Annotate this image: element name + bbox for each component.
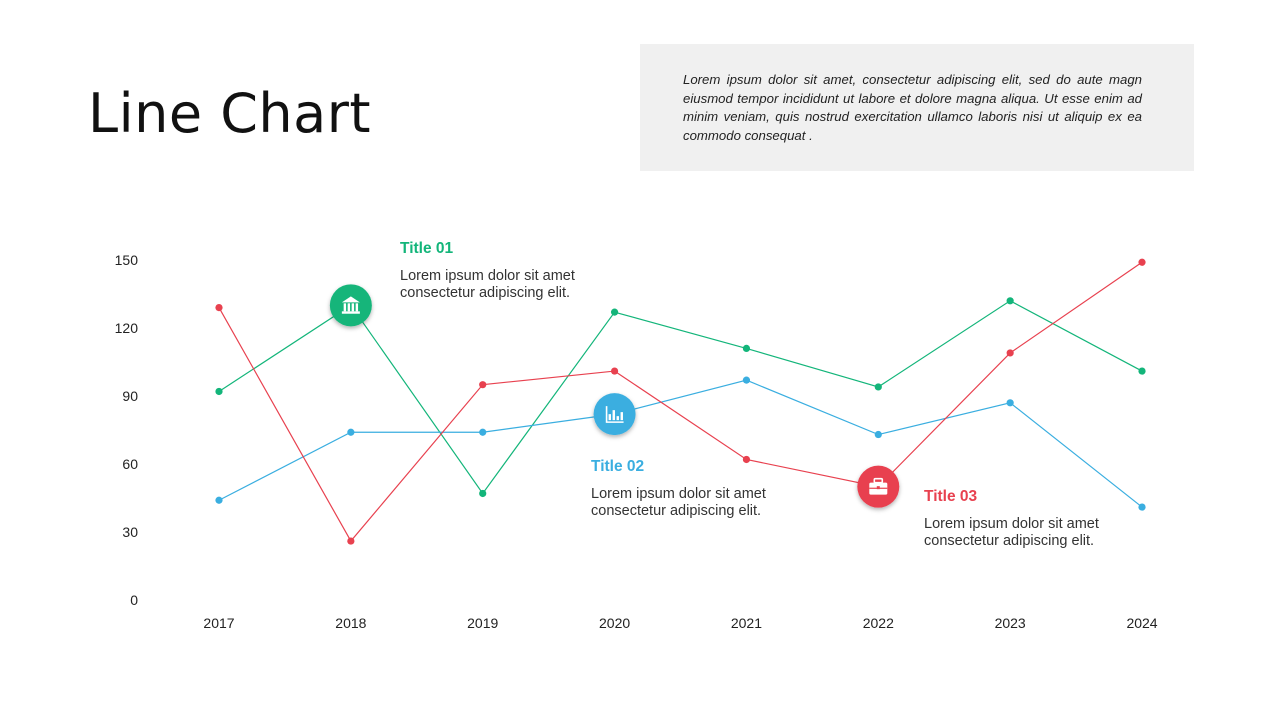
data-point: [742, 344, 751, 352]
y-axis: 0 30 60 90 120 150: [115, 252, 139, 608]
series-line: [218, 261, 1143, 543]
page-title: Line Chart: [88, 82, 372, 145]
x-tick-label: 2020: [599, 615, 630, 631]
icon-badges: [329, 284, 900, 508]
y-tick-label: 0: [130, 592, 138, 608]
callout-title-03: Title 03 Lorem ipsum dolor sit amet cons…: [924, 488, 1099, 550]
callout-title: Title 03: [924, 488, 978, 505]
callout-title-02: Title 02 Lorem ipsum dolor sit amet cons…: [591, 458, 766, 520]
data-point: [874, 430, 882, 439]
description-box: Lorem ipsum dolor sit amet, consectetur …: [640, 44, 1194, 171]
bar-chart-icon: [605, 406, 624, 423]
x-tick-label: 2021: [731, 615, 762, 631]
data-point: [215, 387, 223, 396]
callout-text-line-1: Lorem ipsum dolor sit amet: [591, 486, 766, 502]
data-point: [874, 383, 882, 391]
x-tick-label: 2023: [995, 615, 1026, 631]
series-lines: [218, 261, 1143, 543]
callout-text-line-2: consectetur adipiscing elit.: [400, 285, 571, 301]
callout-text-line-2: consectetur adipiscing elit.: [924, 533, 1095, 549]
data-point-badge: [329, 284, 372, 327]
data-point: [215, 496, 223, 504]
x-tick-label: 2024: [1126, 615, 1157, 631]
callout-text-line-1: Lorem ipsum dolor sit amet: [400, 268, 575, 284]
callout-text-line-2: consectetur adipiscing elit.: [591, 503, 762, 519]
badge-bar-chart-icon: [593, 393, 636, 436]
data-point: [742, 376, 751, 384]
series-line: [218, 300, 1143, 495]
x-tick-label: 2018: [335, 615, 366, 631]
callout-title: Title 02: [591, 458, 645, 475]
description-text: Lorem ipsum dolor sit amet, consectetur …: [683, 72, 1142, 143]
x-tick-label: 2019: [467, 615, 498, 631]
data-point: [347, 537, 355, 545]
y-tick-label: 150: [115, 252, 139, 268]
callout-title-01: Title 01 Lorem ipsum dolor sit amet cons…: [400, 240, 575, 302]
x-tick-label: 2022: [863, 615, 894, 631]
badge-briefcase-icon: [857, 465, 900, 508]
y-tick-label: 90: [122, 388, 138, 404]
x-tick-label: 2017: [203, 615, 234, 631]
data-point: [215, 304, 223, 312]
y-tick-label: 30: [122, 524, 138, 540]
callout-title: Title 01: [400, 240, 454, 257]
y-tick-label: 120: [115, 320, 139, 336]
series-line: [218, 379, 1143, 508]
bank-icon: [341, 296, 360, 314]
callout-text-line-1: Lorem ipsum dolor sit amet: [924, 516, 1099, 532]
x-axis: 2017 2018 2019 2020 2021 2022 2023 2024: [203, 615, 1157, 631]
data-point: [1006, 349, 1014, 357]
badge-bank-icon: [329, 284, 372, 327]
data-point: [347, 428, 355, 436]
data-point: [479, 428, 487, 436]
data-point: [610, 367, 619, 375]
data-point: [742, 455, 751, 464]
data-point: [1138, 258, 1146, 266]
data-point: [1138, 503, 1146, 511]
data-point: [479, 381, 487, 389]
data-point: [1006, 297, 1014, 305]
data-point: [1138, 367, 1146, 375]
data-point: [1006, 399, 1014, 407]
data-point: [479, 489, 487, 498]
y-tick-label: 60: [122, 456, 138, 472]
data-point: [610, 308, 619, 316]
data-points: [215, 258, 1146, 545]
briefcase-icon: [869, 477, 888, 495]
